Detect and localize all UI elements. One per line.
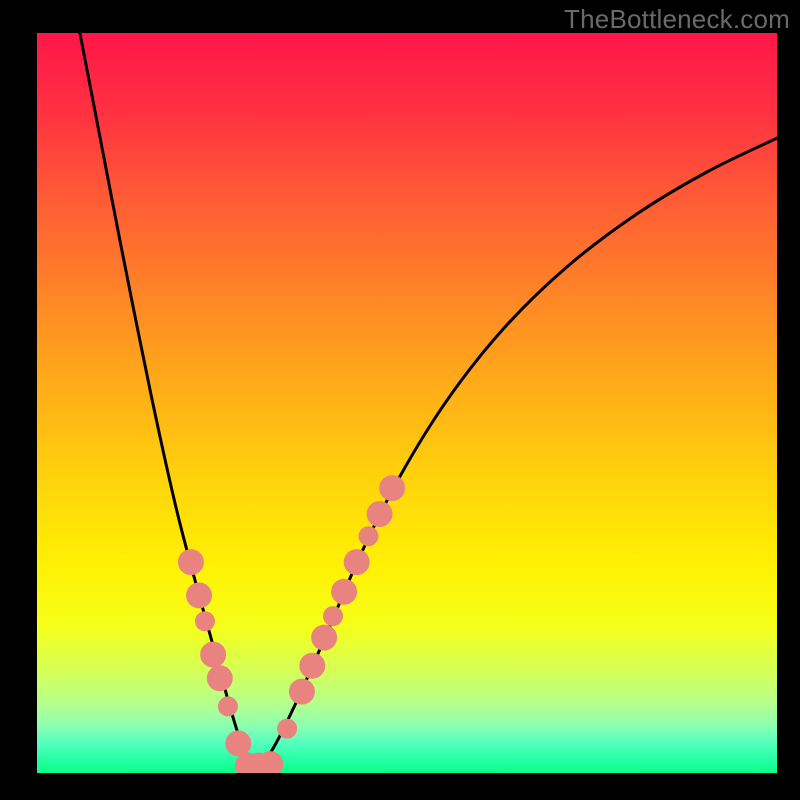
data-marker bbox=[225, 730, 251, 756]
chart-frame: TheBottleneck.com bbox=[0, 0, 800, 800]
data-marker bbox=[200, 642, 226, 668]
data-marker bbox=[323, 606, 343, 626]
plot-area bbox=[37, 33, 777, 773]
data-marker bbox=[277, 719, 297, 739]
data-marker bbox=[344, 549, 370, 575]
data-marker bbox=[207, 665, 233, 691]
data-marker bbox=[379, 475, 405, 501]
data-marker bbox=[331, 579, 357, 605]
data-marker bbox=[289, 679, 315, 705]
data-marker bbox=[367, 501, 393, 527]
watermark-text: TheBottleneck.com bbox=[564, 4, 790, 35]
data-marker bbox=[311, 625, 337, 651]
data-marker bbox=[186, 582, 212, 608]
data-marker bbox=[178, 549, 204, 575]
data-marker bbox=[195, 611, 215, 631]
data-marker bbox=[299, 653, 325, 679]
data-marker bbox=[359, 526, 379, 546]
data-marker bbox=[218, 696, 238, 716]
data-markers bbox=[37, 33, 777, 773]
